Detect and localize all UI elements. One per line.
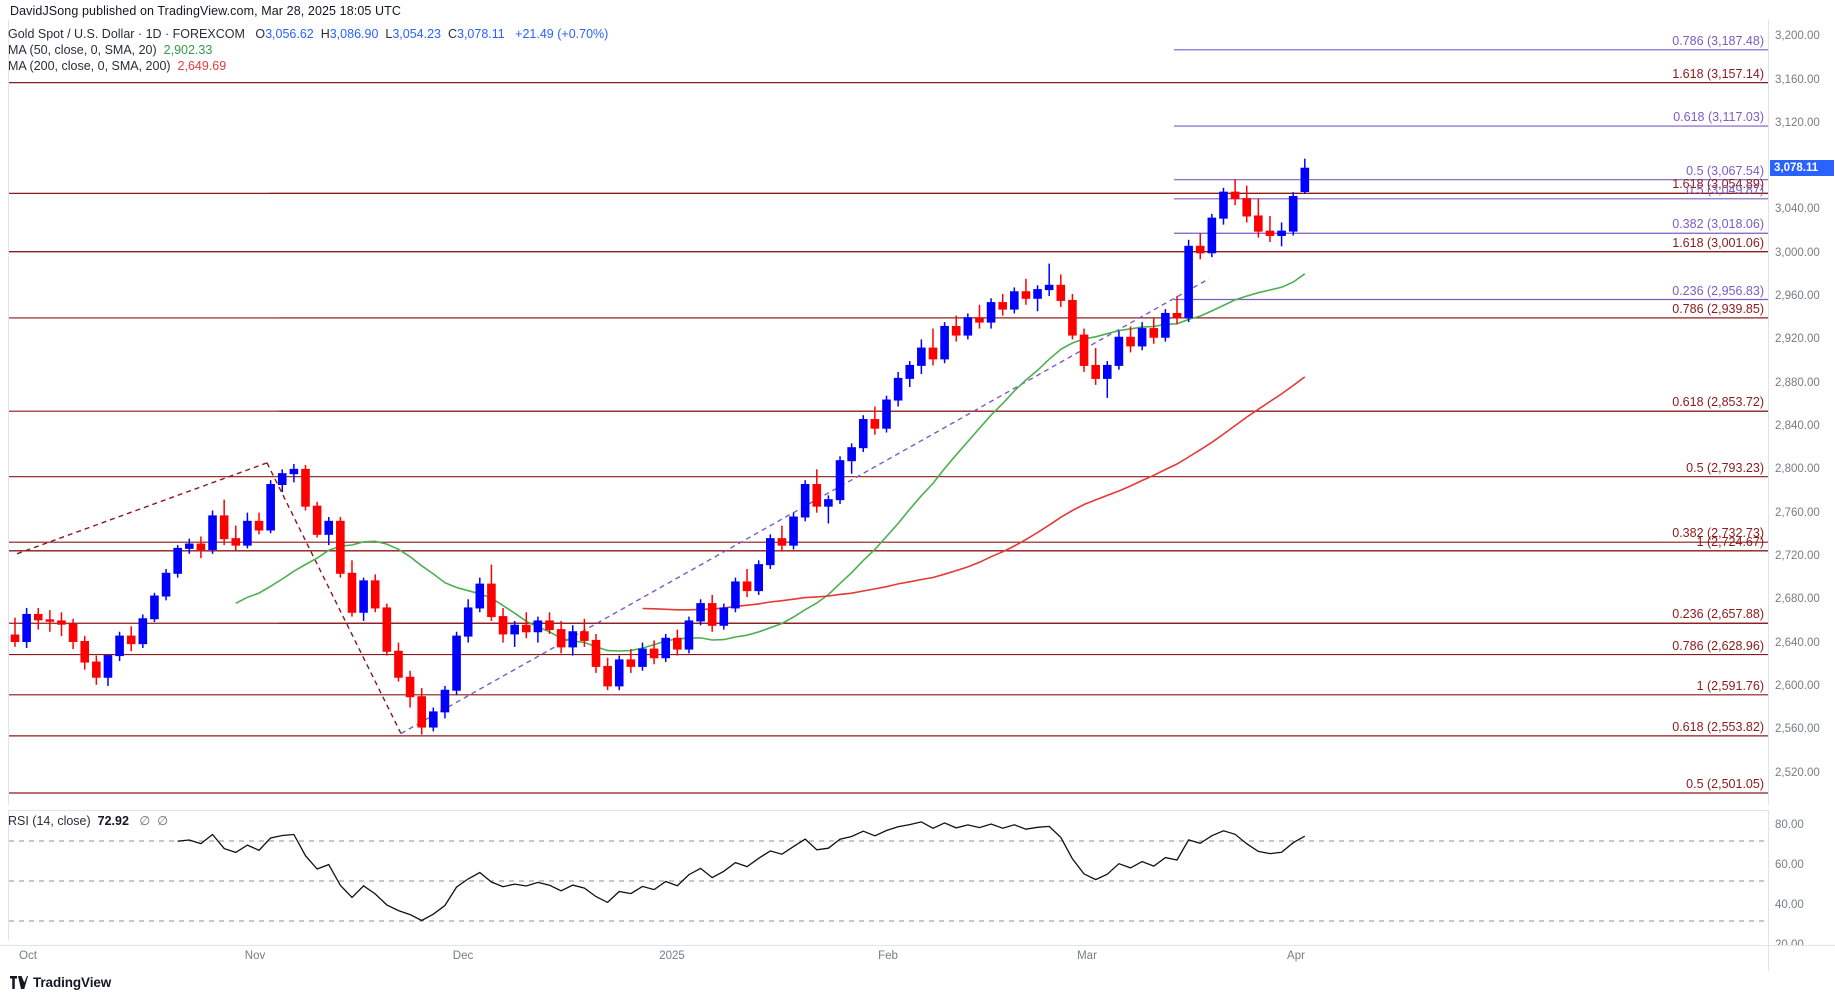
price-axis-tick: 2,680.00	[1775, 593, 1820, 606]
price-axis-tick: 2,760.00	[1775, 506, 1820, 519]
attribution-text: DavidJSong published on TradingView.com,…	[10, 4, 402, 18]
rsi-pane[interactable]	[8, 810, 1768, 940]
price-axis-tick: 2,880.00	[1775, 376, 1820, 389]
price-axis-tick: 2,960.00	[1775, 290, 1820, 303]
rsi-axis-tick: 60.00	[1775, 859, 1804, 871]
price-axis-tick: 2,560.00	[1775, 723, 1820, 736]
price-axis-tick: 2,800.00	[1775, 463, 1820, 476]
price-pane[interactable]	[8, 20, 1768, 805]
price-axis-tick: 2,840.00	[1775, 420, 1820, 433]
time-axis-tick: Dec	[452, 950, 474, 962]
price-axis-tick: 2,720.00	[1775, 549, 1820, 562]
price-axis-tick: 3,000.00	[1775, 246, 1820, 259]
tradingview-logo-icon	[10, 976, 28, 989]
tradingview-branding[interactable]: TradingView	[10, 975, 111, 990]
time-axis-separator	[1768, 946, 1769, 971]
rsi-chart-canvas	[9, 821, 1768, 922]
rsi-axis-tick: 80.00	[1775, 819, 1804, 831]
price-axis-tick: 3,120.00	[1775, 116, 1820, 129]
price-axis-tick: 3,200.00	[1775, 30, 1820, 43]
chart-frame: Gold Spot / U.S. Dollar · 1D · FOREXCOM …	[0, 20, 1835, 945]
price-axis-tick: 2,520.00	[1775, 766, 1820, 779]
time-axis-tick: 2025	[659, 950, 685, 962]
price-axis-tick: 3,040.00	[1775, 203, 1820, 216]
price-axis-tick: 2,600.00	[1775, 679, 1820, 692]
time-axis-tick: Mar	[1077, 950, 1097, 962]
current-price-badge: 3,078.11	[1770, 160, 1834, 177]
time-axis-tick: Oct	[19, 950, 37, 962]
time-axis-tick: Apr	[1287, 950, 1305, 962]
time-axis-tick: Feb	[878, 950, 898, 962]
price-axis-tick: 2,640.00	[1775, 636, 1820, 649]
price-chart-canvas	[9, 49, 1768, 794]
price-axis-tick: 2,920.00	[1775, 333, 1820, 346]
price-axis[interactable]: 3,200.00 3,160.00 3,120.00 3,040.00 3,000.00…	[1768, 20, 1835, 805]
time-axis[interactable]: Oct Nov Dec 2025 Feb Mar Apr	[0, 945, 1835, 971]
time-axis-tick: Nov	[244, 950, 266, 962]
tradingview-wordmark: TradingView	[33, 975, 112, 990]
rsi-axis-tick: 40.00	[1775, 899, 1804, 911]
price-axis-tick: 3,160.00	[1775, 73, 1820, 86]
